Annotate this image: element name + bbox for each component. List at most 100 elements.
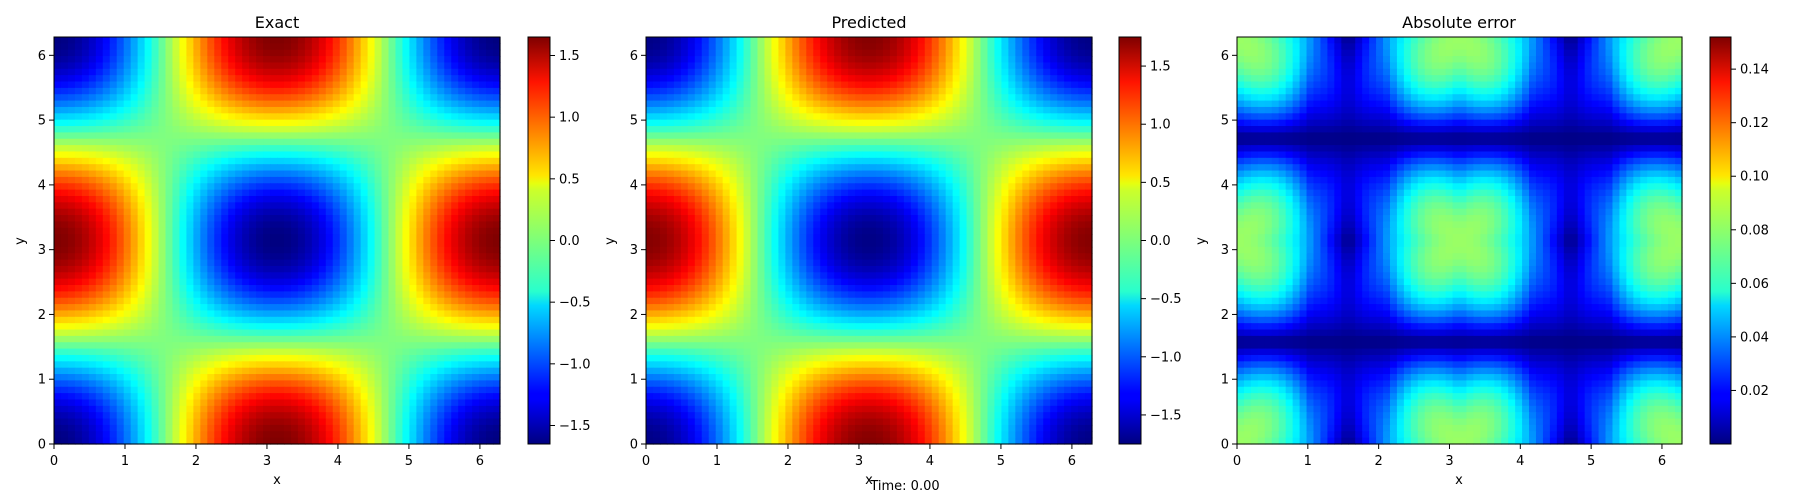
heatmap-cell bbox=[451, 221, 459, 229]
heatmap-cell bbox=[102, 221, 111, 229]
heatmap-cell bbox=[479, 412, 487, 420]
heatmap-cell bbox=[74, 259, 83, 267]
heatmap-cell bbox=[235, 297, 243, 305]
heatmap-cell bbox=[54, 437, 62, 445]
heatmap-cell bbox=[67, 43, 76, 51]
heatmap-cell bbox=[235, 304, 243, 312]
heatmap-cell bbox=[325, 354, 334, 362]
heatmap-cell bbox=[249, 310, 257, 318]
heatmap-cell bbox=[304, 170, 313, 178]
heatmap-cell bbox=[659, 49, 668, 57]
heatmap-cell bbox=[841, 106, 849, 114]
heatmap-cell bbox=[263, 424, 271, 432]
heatmap-cell bbox=[172, 151, 181, 159]
heatmap-cell bbox=[116, 132, 125, 140]
heatmap-cell bbox=[186, 412, 194, 420]
heatmap-cell bbox=[297, 424, 306, 432]
heatmap-cell bbox=[374, 37, 383, 44]
heatmap-cell bbox=[409, 87, 417, 95]
heatmap-cell bbox=[430, 342, 438, 350]
heatmap-cell bbox=[249, 323, 257, 331]
heatmap-cell bbox=[325, 424, 334, 432]
heatmap-cell bbox=[360, 170, 369, 178]
heatmap-cell bbox=[820, 56, 828, 64]
heatmap-cell bbox=[228, 100, 236, 108]
heatmap-cell bbox=[493, 43, 501, 51]
heatmap-cell bbox=[332, 113, 341, 121]
heatmap-cell bbox=[486, 437, 494, 445]
heatmap-cell bbox=[994, 43, 1003, 51]
heatmap-cell bbox=[186, 342, 194, 350]
heatmap-cell bbox=[896, 43, 905, 51]
heatmap-cell bbox=[214, 367, 222, 375]
heatmap-cell bbox=[486, 304, 494, 312]
heatmap-cell bbox=[827, 87, 835, 95]
heatmap-cell bbox=[388, 393, 397, 401]
heatmap-cell bbox=[67, 234, 76, 242]
heatmap-cell bbox=[116, 335, 125, 343]
heatmap-cell bbox=[493, 94, 501, 102]
heatmap-cell bbox=[486, 310, 494, 318]
heatmap-cell bbox=[130, 361, 139, 369]
heatmap-cell bbox=[416, 380, 424, 388]
heatmap-cell bbox=[325, 367, 334, 375]
heatmap-cell bbox=[221, 43, 229, 51]
heatmap-cell bbox=[144, 329, 153, 337]
heatmap-cell bbox=[318, 297, 327, 305]
heatmap-cell bbox=[381, 418, 390, 426]
heatmap-cell bbox=[729, 106, 738, 114]
heatmap-cell bbox=[325, 437, 334, 445]
heatmap-cell bbox=[249, 62, 257, 70]
heatmap-cell bbox=[109, 240, 118, 248]
heatmap-cell bbox=[479, 431, 487, 439]
heatmap-cell bbox=[848, 62, 856, 70]
heatmap-cell bbox=[158, 189, 167, 197]
heatmap-cell bbox=[311, 259, 320, 267]
heatmap-cell bbox=[277, 119, 285, 127]
heatmap-cell bbox=[729, 87, 738, 95]
heatmap-cell bbox=[54, 49, 62, 57]
heatmap-cell bbox=[715, 75, 724, 83]
heatmap-cell bbox=[332, 418, 341, 426]
heatmap-cell bbox=[116, 75, 125, 83]
heatmap-cell bbox=[409, 227, 417, 235]
heatmap-cell bbox=[179, 348, 188, 356]
heatmap-cell bbox=[311, 145, 320, 153]
heatmap-cell bbox=[263, 145, 271, 153]
heatmap-cell bbox=[1078, 81, 1086, 89]
heatmap-cell bbox=[980, 37, 989, 44]
heatmap-cell bbox=[54, 272, 62, 280]
heatmap-cell bbox=[60, 278, 69, 286]
heatmap-cell bbox=[95, 386, 104, 394]
heatmap-cell bbox=[437, 437, 445, 445]
heatmap-cell bbox=[486, 424, 494, 432]
heatmap-cell bbox=[325, 431, 334, 439]
heatmap-cell bbox=[931, 62, 940, 70]
heatmap-cell bbox=[903, 113, 912, 121]
heatmap-cell bbox=[277, 157, 285, 165]
heatmap-cell bbox=[130, 164, 139, 172]
heatmap-cell bbox=[283, 68, 292, 76]
heatmap-cell bbox=[465, 189, 473, 197]
heatmap-cell bbox=[60, 138, 69, 146]
heatmap-cell bbox=[95, 215, 104, 223]
heatmap-cell bbox=[165, 227, 174, 235]
heatmap-cell bbox=[179, 49, 188, 57]
heatmap-cell bbox=[430, 323, 438, 331]
heatmap-cell bbox=[242, 405, 250, 413]
heatmap-cell bbox=[54, 62, 62, 70]
heatmap-cell bbox=[1043, 56, 1051, 64]
heatmap-cell bbox=[179, 227, 188, 235]
heatmap-cell bbox=[242, 119, 250, 127]
heatmap-cell bbox=[200, 285, 208, 292]
heatmap-cell bbox=[130, 113, 139, 121]
heatmap-cell bbox=[158, 405, 167, 413]
heatmap-cell bbox=[311, 215, 320, 223]
heatmap-cell bbox=[402, 43, 411, 51]
heatmap-cell bbox=[1078, 56, 1086, 64]
heatmap-cell bbox=[95, 246, 104, 254]
heatmap-cell bbox=[200, 208, 208, 216]
heatmap-cell bbox=[980, 81, 989, 89]
heatmap-cell bbox=[848, 43, 856, 51]
heatmap-cell bbox=[437, 202, 445, 210]
